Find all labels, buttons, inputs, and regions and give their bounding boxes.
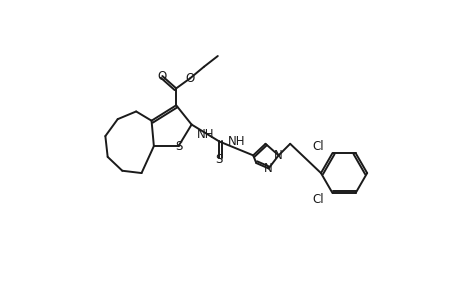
Text: O: O: [157, 70, 167, 83]
Text: Cl: Cl: [312, 140, 324, 153]
Text: NH: NH: [227, 135, 244, 148]
Text: N: N: [274, 149, 282, 162]
Text: S: S: [215, 153, 223, 166]
Text: Cl: Cl: [312, 193, 324, 206]
Text: NH: NH: [196, 128, 214, 141]
Text: N: N: [263, 162, 272, 175]
Text: O: O: [185, 72, 194, 85]
Text: S: S: [175, 140, 182, 153]
